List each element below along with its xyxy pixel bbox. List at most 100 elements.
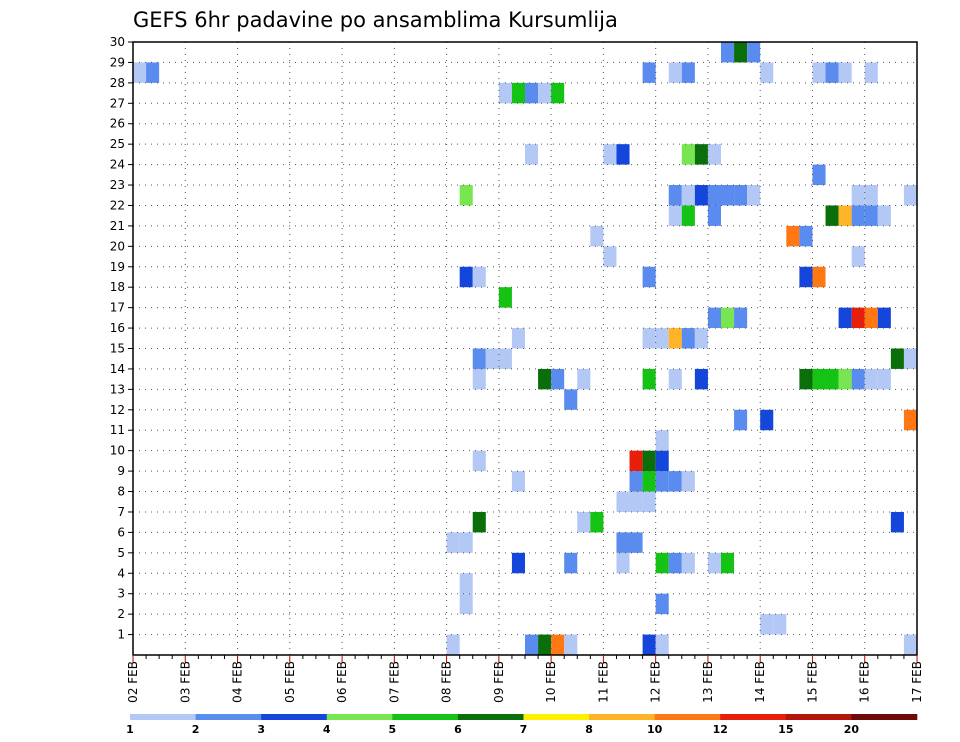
x-tick-label: 14 FEB [753,661,767,703]
heatmap-cell [459,532,473,553]
heatmap-cell [681,471,695,492]
x-tick-label: 12 FEB [649,661,663,703]
y-tick-label: 18 [110,280,125,294]
legend-swatch [392,714,459,720]
heatmap-cell [668,552,682,574]
heatmap-cell [472,511,486,533]
heatmap-cell [616,491,630,512]
legend-swatch [326,714,393,720]
legend-label: 12 [713,723,728,736]
legend-label: 5 [389,723,397,736]
heatmap-cell [564,552,578,574]
heatmap-cell [538,634,552,655]
heatmap-cell [655,593,669,615]
heatmap-cell [903,409,917,431]
heatmap-cell [681,205,695,226]
heatmap-cell [472,348,486,369]
y-tick-label: 25 [110,137,125,151]
y-tick-label: 29 [110,55,125,69]
legend-swatch [130,714,196,720]
heatmap-cell [655,430,669,451]
heatmap-cell [551,82,565,104]
legend-swatch [851,714,918,720]
heatmap-cell [642,266,656,288]
y-axis: 1234567891011121314151617181920212223242… [110,35,133,642]
heatmap-cell [694,328,708,349]
heatmap-cell [655,471,669,492]
y-tick-label: 17 [110,301,125,315]
heatmap-cell [525,82,539,104]
heatmap-cell [668,471,682,492]
heatmap-cell [903,634,917,655]
heatmap-cell [721,307,735,329]
y-tick-label: 8 [117,485,125,499]
color-legend: 1 2 3 4 5 6 7 8 10 12 15 20 [126,714,918,736]
y-tick-label: 13 [110,382,125,396]
heatmap-cell [590,225,604,247]
y-tick-label: 23 [110,178,125,192]
heatmap-cell [603,144,617,165]
heatmap-cell [668,62,682,83]
x-tick-label: 17 FEB [910,661,924,703]
legend-label: 20 [844,723,860,736]
heatmap-cell [498,287,512,308]
heatmap-cell [864,368,878,390]
heatmap-cell [890,511,904,533]
legend-label: 1 [126,723,134,736]
heatmap-cell [681,328,695,349]
x-axis: 02 FEB 03 FEB 04 FEB 05 FEB 06 FEB 07 FEB 08 F… [126,655,924,703]
y-tick-label: 3 [117,587,125,601]
heatmap-cell [668,205,682,226]
y-tick-label: 7 [117,505,125,519]
heatmap-cell [812,164,826,186]
heatmap-cell [812,266,826,288]
legend-label: 4 [323,723,331,736]
heatmap-cell [616,552,630,574]
heatmap-cell [655,328,669,349]
heatmap-cell [655,552,669,574]
heatmap-cell [642,450,656,472]
heatmap-cell [642,634,656,655]
heatmap-cell [812,368,826,390]
heatmap-cell [851,205,865,226]
y-tick-label: 14 [110,362,125,376]
y-tick-label: 22 [110,198,125,212]
legend-label: 2 [192,723,200,736]
heatmap-cell [721,42,735,63]
heatmap-cell [629,471,643,492]
heatmap-cell [694,144,708,165]
heatmap-cell [877,205,891,226]
heatmap-cell [707,185,721,206]
y-tick-label: 28 [110,76,125,90]
legend-swatch [195,714,262,720]
heatmap-cell [825,62,839,83]
y-tick-label: 2 [117,607,125,621]
heatmap-cell [668,185,682,206]
heatmap-cell [668,328,682,349]
heatmap-cell [498,348,512,369]
heatmap-cell [616,532,630,553]
heatmap-cell [851,246,865,267]
y-tick-label: 30 [110,35,125,49]
heatmap-cell [459,573,473,594]
heatmap-cell [681,185,695,206]
x-tick-label: 15 FEB [805,661,819,703]
heatmap-cell [681,62,695,83]
heatmap-cell [655,634,669,655]
heatmap-cell [472,450,486,472]
heatmap-cell [551,634,565,655]
heatmap-cell [485,348,499,369]
heatmap-cell [655,450,669,472]
heatmap-cell [773,614,787,635]
x-tick-label: 06 FEB [335,661,349,703]
x-tick-label: 13 FEB [701,661,715,703]
heatmap-cell [825,368,839,390]
y-tick-label: 4 [117,566,125,580]
x-tick-label: 16 FEB [858,661,872,703]
x-tick-label: 08 FEB [440,661,454,703]
heatmap-cell [446,532,460,553]
heatmap-cell [538,82,552,104]
y-tick-label: 15 [110,342,125,356]
legend-label: 7 [520,723,528,736]
